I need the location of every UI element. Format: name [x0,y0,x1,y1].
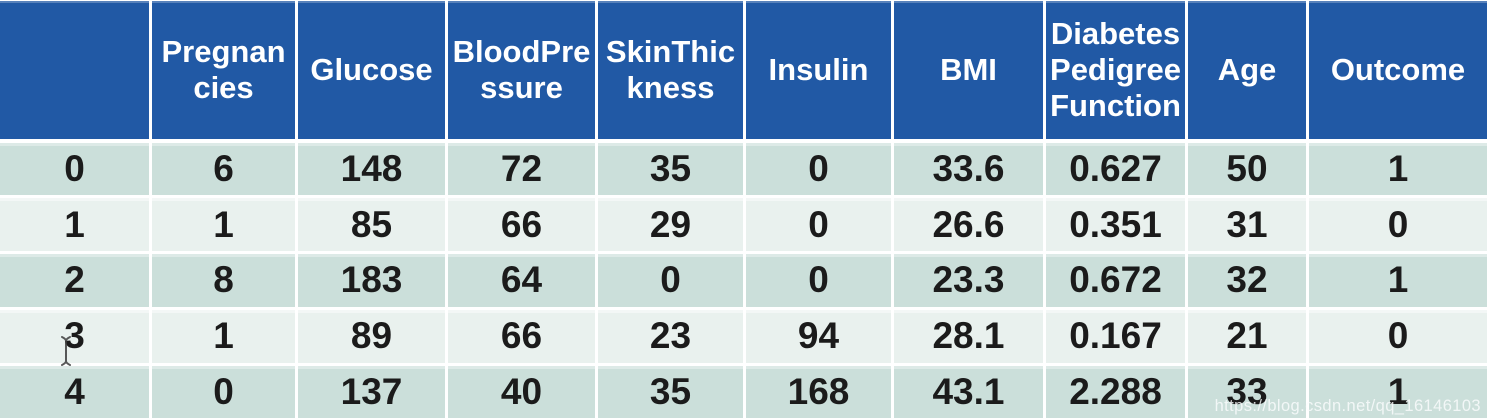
table-cell: 21 [1188,310,1306,363]
table-cell: 6 [152,142,295,195]
table-cell: 0.351 [1046,198,1185,251]
table-cell: 35 [598,366,743,419]
table-cell: 64 [448,254,595,307]
table-cell: 1 [152,198,295,251]
column-header-glucose: Glucose [298,1,445,139]
table-cell: 1 [1309,366,1487,419]
table-cell: 33.6 [894,142,1043,195]
table-cell: 168 [746,366,891,419]
table-cell: 85 [298,198,445,251]
row-index: 2 [0,254,149,307]
table-cell: 35 [598,142,743,195]
row-index: 1 [0,198,149,251]
watermark-url: https://blog.csdn.net/qq_16146103 [1214,397,1481,415]
table-cell: 31 [1188,198,1306,251]
table-cell: 29 [598,198,743,251]
row-index: 3 [0,310,149,363]
table-cell: 66 [448,198,595,251]
table-cell: 148 [298,142,445,195]
table-cell: 0 [152,366,295,419]
table-cell: 0 [598,254,743,307]
table-cell: 0.672 [1046,254,1185,307]
column-header-diabetespedigreefunction: Diabetes Pedigree Function [1046,1,1185,139]
table-cell: 66 [448,310,595,363]
table-cell: 32 [1188,254,1306,307]
column-header-outcome: Outcome [1309,1,1487,139]
table-cell: 0 [746,254,891,307]
table-cell: 1 [1309,254,1487,307]
table-cell: 0 [746,142,891,195]
column-header-insulin: Insulin [746,1,891,139]
table-cell: 1 [152,310,295,363]
table-cell: 72 [448,142,595,195]
table-cell: 40 [448,366,595,419]
table-cell: 1 [1309,142,1487,195]
ibeam-cursor-icon [61,336,71,366]
column-header-skinthickness: SkinThic kness [598,1,743,139]
table-cell: 183 [298,254,445,307]
table-cell: 0.627 [1046,142,1185,195]
table-cell: 0.167 [1046,310,1185,363]
table-cell: 89 [298,310,445,363]
table-cell: 50 [1188,142,1306,195]
table-cell: 2.288 [1046,366,1185,419]
column-header-bmi: BMI [894,1,1043,139]
column-header-pregnancies: Pregnan cies [152,1,295,139]
table-cell: 0 [1309,198,1487,251]
table-cell: 137 [298,366,445,419]
table-cell: 26.6 [894,198,1043,251]
table-cell: 94 [746,310,891,363]
table-cell: 23 [598,310,743,363]
column-header-age: Age [1188,1,1306,139]
table-cell: 0 [746,198,891,251]
table-cell: 8 [152,254,295,307]
table-cell: 28.1 [894,310,1043,363]
row-index: 0 [0,142,149,195]
row-index: 4 [0,366,149,419]
table-cell: 0 [1309,310,1487,363]
column-header-bloodpressure: BloodPre ssure [448,1,595,139]
table-cell: 33 [1188,366,1306,419]
table-cell: 43.1 [894,366,1043,419]
column-header-index [0,1,149,139]
table-cell: 23.3 [894,254,1043,307]
